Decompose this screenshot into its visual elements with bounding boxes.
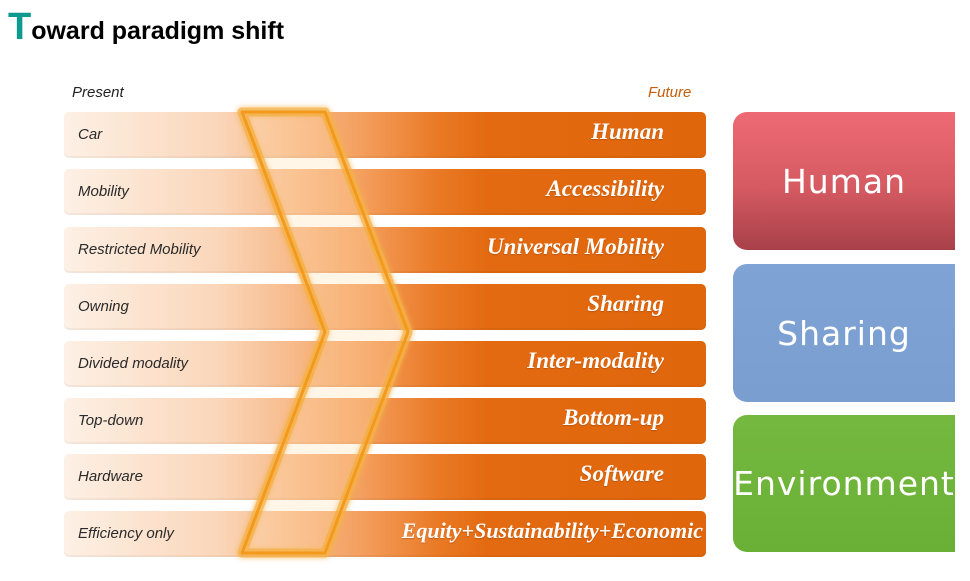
present-item: Restricted Mobility: [78, 241, 201, 258]
present-item: Efficiency only: [78, 525, 174, 542]
shift-row: Divided modality Inter-modality: [64, 341, 706, 387]
future-item: Universal Mobility: [487, 234, 664, 259]
future-item: Accessibility: [546, 176, 664, 201]
future-item: Equity+Sustainability+Economic: [401, 518, 703, 543]
present-item: Owning: [78, 298, 129, 315]
present-item: Car: [78, 126, 103, 143]
human-box-label: Human: [781, 161, 906, 201]
future-item: Sharing: [587, 291, 664, 316]
shift-row: Hardware Software: [64, 454, 706, 500]
shift-row: Top-down Bottom-up: [64, 398, 706, 444]
environment-box-label: Environment: [733, 464, 955, 503]
future-item: Human: [591, 119, 664, 144]
present-item: Mobility: [78, 183, 129, 200]
shift-row: Restricted Mobility Universal Mobility: [64, 227, 706, 273]
page-title: Toward paradigm shift: [8, 6, 284, 49]
shift-row: Mobility Accessibility: [64, 169, 706, 215]
future-item: Inter-modality: [527, 348, 664, 373]
shift-row: Efficiency only Equity+Sustainability+Ec…: [64, 511, 706, 557]
title-rest: oward paradigm shift: [31, 17, 285, 45]
present-item: Divided modality: [78, 355, 189, 372]
present-item: Hardware: [78, 468, 144, 485]
sharing-box: Sharing: [733, 264, 955, 402]
environment-box: Environment: [733, 415, 955, 552]
sharing-box-label: Sharing: [777, 313, 911, 353]
present-item: Top-down: [78, 412, 144, 429]
title-first-letter: T: [8, 6, 32, 48]
shift-row: Owning Sharing: [64, 284, 706, 330]
shift-row: Car Human: [64, 112, 706, 158]
future-label: Future: [648, 84, 692, 101]
future-item: Bottom-up: [563, 405, 664, 430]
human-box: Human: [733, 112, 955, 250]
future-item: Software: [579, 461, 664, 486]
present-label: Present: [72, 84, 124, 101]
